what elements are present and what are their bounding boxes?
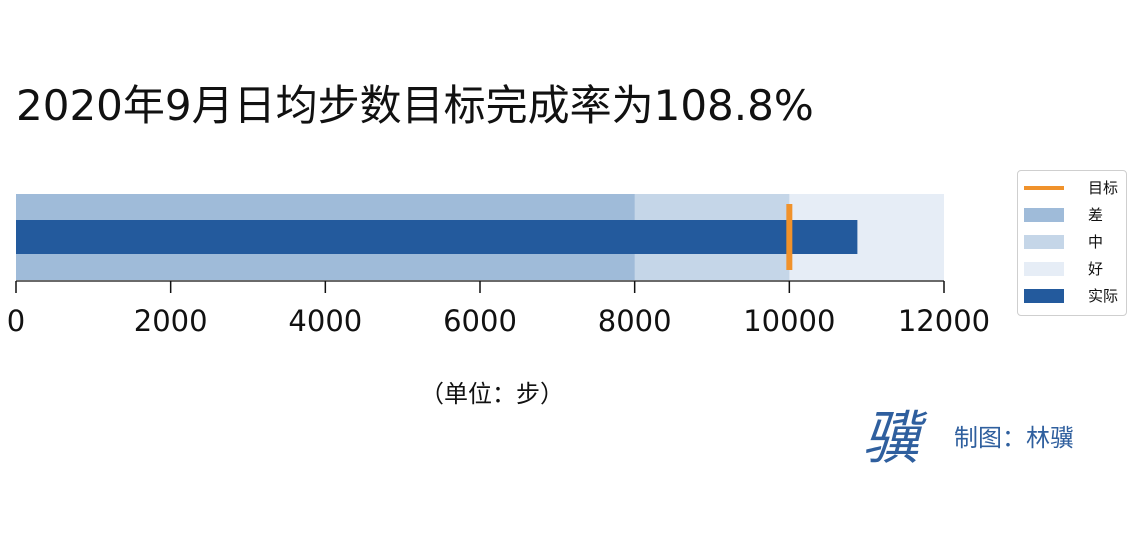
x-tick-label: 0 [7, 304, 25, 338]
target-marker-group [786, 204, 793, 270]
x-axis-label: （单位：步） [420, 380, 564, 408]
chart-title: 2020年9月日均步数目标完成率为108.8% [16, 81, 814, 130]
legend-label: 好 [1088, 260, 1104, 278]
signature-glyph: 骥 [862, 404, 928, 472]
legend: 目标差中好实际 [1017, 170, 1127, 316]
x-tick-label: 12000 [898, 304, 990, 338]
legend-label: 实际 [1088, 287, 1119, 305]
legend-item-目标: 目标 [1024, 174, 1120, 201]
x-tick-label: 4000 [288, 304, 362, 338]
legend-item-中: 中 [1024, 228, 1120, 255]
legend-swatch [1024, 207, 1064, 222]
x-tick-label: 6000 [443, 304, 517, 338]
legend-item-实际: 实际 [1024, 282, 1120, 309]
actual-bar-group [16, 220, 858, 254]
target-marker [786, 204, 793, 270]
legend-swatch [1024, 288, 1064, 303]
x-axis: 0 2000 4000 6000 8000 10000 12000 [7, 280, 990, 338]
legend-swatch [1024, 234, 1064, 249]
legend-label: 差 [1088, 206, 1104, 224]
x-tick-label: 8000 [598, 304, 672, 338]
legend-swatch [1024, 261, 1064, 276]
x-tick-label: 10000 [743, 304, 835, 338]
legend-item-好: 好 [1024, 255, 1120, 282]
x-tick-label: 2000 [134, 304, 208, 338]
signature-seal: 骥 [862, 404, 928, 472]
credit-text: 制图：林骥 [954, 424, 1074, 452]
legend-label: 中 [1088, 233, 1104, 251]
legend-item-差: 差 [1024, 201, 1120, 228]
legend-label: 目标 [1088, 179, 1119, 197]
legend-swatch [1024, 185, 1064, 190]
bullet-chart: 0 2000 4000 6000 8000 10000 12000 [7, 194, 990, 338]
actual-bar [16, 220, 858, 254]
